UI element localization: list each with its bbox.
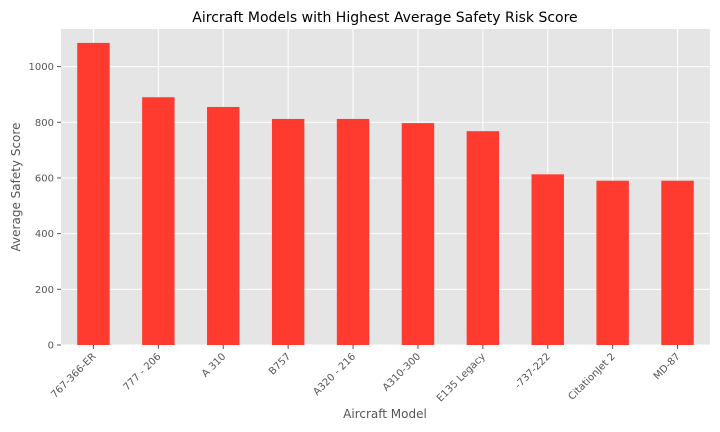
- x-tick-label: CitationJet 2: [566, 351, 617, 402]
- bar-8: [596, 180, 629, 345]
- y-tick-label: 1000: [29, 62, 54, 73]
- y-tick-label: 600: [35, 173, 54, 184]
- bars: [77, 42, 694, 345]
- y-axis-label: Average Safety Score: [9, 123, 23, 252]
- y-tick-label: 400: [35, 229, 54, 240]
- bar-7: [531, 174, 564, 345]
- x-tick-label: -737-222: [513, 351, 553, 391]
- bar-1: [142, 97, 175, 345]
- x-tick-label: 767-366-ER: [49, 351, 98, 400]
- x-tick-label: 777 - 206: [122, 351, 164, 393]
- bar-9: [661, 180, 694, 345]
- bar-3: [271, 118, 305, 345]
- x-tick-label: A320 - 216: [312, 351, 359, 398]
- bar-5: [401, 123, 435, 345]
- y-tick-label: 200: [35, 285, 54, 296]
- x-axis-ticks: 767-366-ER 777 - 206 A 310 B757 A320 - 216 A3…: [49, 345, 683, 404]
- bar-6: [466, 131, 500, 345]
- x-tick-label: E135 Legacy: [435, 351, 488, 404]
- x-tick-label: MD-87: [652, 351, 683, 382]
- x-tick-label: A 310: [200, 351, 228, 379]
- bar-0: [77, 42, 110, 345]
- bar-2: [207, 106, 240, 345]
- x-tick-label: A310-300: [381, 351, 423, 393]
- x-axis-label: Aircraft Model: [343, 407, 427, 421]
- y-tick-label: 800: [35, 118, 54, 129]
- bar-4: [336, 118, 370, 345]
- chart-title: Aircraft Models with Highest Average Saf…: [192, 10, 577, 26]
- y-axis-ticks: 0 200 400 600 800 1000: [29, 62, 61, 352]
- y-tick-label: 0: [48, 341, 54, 352]
- x-tick-label: B757: [267, 351, 293, 377]
